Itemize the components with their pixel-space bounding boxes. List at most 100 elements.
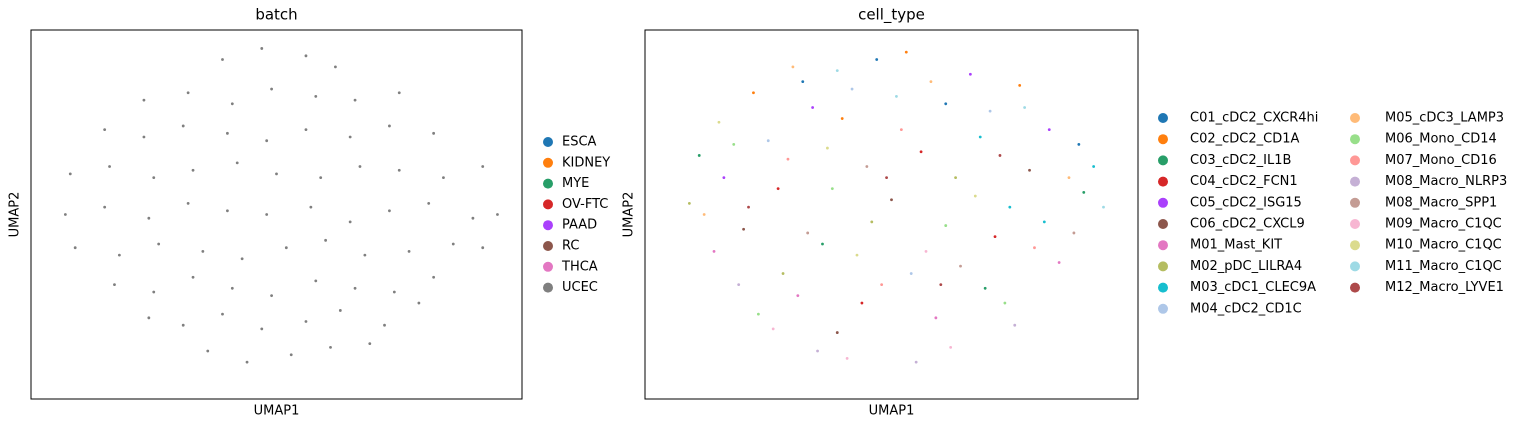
- point: [324, 238, 327, 242]
- point: [712, 250, 716, 253]
- legend-label: M09_Macro_C1QC: [1385, 217, 1502, 232]
- point: [397, 91, 401, 95]
- legend-label: M01_Mast_KIT: [1190, 238, 1282, 253]
- point: [766, 139, 770, 143]
- point: [117, 253, 121, 257]
- point: [147, 316, 151, 320]
- point: [924, 250, 928, 253]
- point: [895, 95, 898, 98]
- point: [747, 205, 750, 209]
- point: [687, 202, 691, 205]
- point: [875, 58, 879, 61]
- legend-marker: [1350, 261, 1360, 272]
- legend-marker: [1350, 134, 1360, 145]
- point: [334, 65, 337, 69]
- legend-marker: [1350, 282, 1360, 293]
- plot-frame: [644, 29, 1139, 400]
- point: [998, 154, 1002, 157]
- point: [954, 176, 957, 180]
- point: [230, 102, 234, 106]
- point: [821, 242, 824, 246]
- y-axis-label: UMAP2: [8, 192, 23, 238]
- point: [368, 342, 372, 346]
- point: [471, 216, 475, 220]
- legend-label: C06_cDC2_CXCL9: [1190, 217, 1305, 232]
- point: [855, 253, 859, 257]
- point: [1047, 128, 1051, 132]
- legend-marker: [1158, 197, 1168, 208]
- point: [806, 231, 810, 235]
- point: [432, 131, 436, 135]
- point: [791, 65, 795, 69]
- point: [939, 283, 943, 287]
- chart-title: cell_type: [858, 6, 925, 25]
- point: [186, 91, 190, 95]
- legend-marker: [1158, 134, 1168, 145]
- point: [304, 128, 308, 132]
- point: [157, 242, 161, 246]
- legend-label: M02_pDC_LILRA4: [1190, 259, 1302, 274]
- point: [383, 323, 386, 327]
- legend-label: M06_Mono_CD14: [1385, 132, 1497, 147]
- legend-label: M11_Macro_C1QC: [1385, 259, 1502, 274]
- legend-label: OV-FTC: [562, 197, 608, 212]
- point: [186, 202, 190, 205]
- point: [304, 54, 308, 58]
- point: [221, 58, 224, 61]
- legend-marker: [1158, 240, 1168, 251]
- legend-marker: [1158, 155, 1168, 166]
- point: [840, 117, 844, 120]
- point: [816, 349, 819, 353]
- point: [432, 275, 436, 279]
- point: [275, 172, 278, 176]
- point: [260, 327, 264, 331]
- point: [1057, 261, 1061, 264]
- point: [1072, 231, 1076, 235]
- point: [904, 50, 908, 54]
- point: [481, 165, 485, 168]
- legend-marker: [1158, 303, 1168, 314]
- point: [722, 176, 726, 180]
- legend-label: M05_cDC3_LAMP3: [1385, 111, 1504, 126]
- point: [417, 301, 421, 305]
- point: [752, 91, 755, 95]
- point: [451, 242, 455, 246]
- plot-frame: [30, 29, 523, 400]
- legend-marker: [543, 282, 553, 293]
- legend-marker: [543, 261, 553, 272]
- point: [702, 213, 706, 216]
- legend-marker: [1158, 113, 1168, 123]
- legend-marker: [1158, 261, 1168, 272]
- point: [732, 142, 736, 146]
- point: [338, 309, 342, 312]
- point: [1008, 205, 1012, 209]
- point: [319, 176, 323, 180]
- point: [407, 250, 411, 253]
- point: [865, 165, 869, 168]
- point: [260, 47, 264, 50]
- point: [697, 154, 701, 157]
- point: [353, 286, 357, 290]
- point: [988, 109, 992, 113]
- legend-marker: [1158, 176, 1168, 187]
- point: [796, 294, 800, 298]
- point: [1033, 246, 1036, 250]
- legend-marker: [1350, 219, 1360, 229]
- point: [776, 187, 780, 191]
- point: [978, 135, 982, 139]
- point: [1013, 323, 1017, 327]
- legend-label: C04_cDC2_FCN1: [1190, 174, 1298, 189]
- point: [348, 220, 352, 224]
- point: [850, 87, 854, 91]
- point: [221, 312, 224, 316]
- point: [1092, 165, 1096, 168]
- point: [717, 120, 721, 124]
- legend-marker: [1350, 240, 1360, 251]
- legend-marker: [543, 178, 553, 189]
- legend-marker: [543, 157, 553, 168]
- point: [826, 146, 829, 150]
- point: [496, 213, 499, 216]
- point: [914, 360, 918, 364]
- point: [226, 209, 229, 213]
